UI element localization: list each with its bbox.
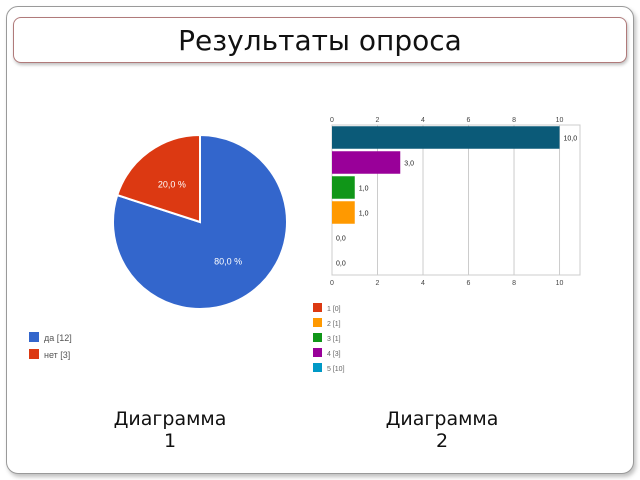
bar-data-label: 1,0 [359,211,369,218]
legend-label: 5 [10] [327,366,345,373]
caption-2-line2: 2 [435,430,449,452]
legend-label: нет [3] [44,350,70,360]
x-tick-label-bottom: 4 [421,280,425,287]
pie-slice-label: 80,0 % [214,257,242,267]
pie-chart: 80,0 % 20,0 % да [12] нет [3] [29,133,288,360]
bar-data-label: 0,0 [336,261,346,268]
bar-data-label: 0,0 [336,236,346,243]
x-tick-label-bottom: 2 [376,280,380,287]
bar-5 [332,126,560,149]
legend-swatch [313,318,322,327]
x-tick-label-bottom: 8 [512,280,516,287]
legend-label: 4 [3] [327,351,341,358]
legend-swatch [29,332,39,342]
bar-data-label: 10,0 [564,136,578,143]
x-tick-label-bottom: 10 [556,280,564,287]
caption-2-line1: Диаграмма [385,408,499,430]
bar-4 [332,151,401,174]
title-box: Результаты опроса [13,17,627,63]
x-tick-label-top: 6 [467,117,471,124]
pie-slice-нет [115,133,201,224]
x-tick-label-top: 0 [330,117,334,124]
bar-data-label: 1,0 [359,186,369,193]
x-tick-label-top: 8 [512,117,516,124]
pie-slice-label: 20,0 % [158,179,186,189]
bar-data-label: 3,0 [404,161,414,168]
slide [6,6,634,474]
x-tick-label-bottom: 0 [330,280,334,287]
caption-chart-1: Диаграмма 1 [100,408,240,452]
bar-2 [332,201,355,224]
legend-label: 2 [1] [327,321,341,328]
x-tick-label-top: 10 [556,117,564,124]
x-tick-label-bottom: 6 [467,280,471,287]
legend-label: 1 [0] [327,306,341,313]
slide-title: Результаты опроса [178,23,462,57]
legend-swatch [313,363,322,372]
legend-label: 3 [1] [327,336,341,343]
bar-3 [332,176,355,199]
caption-chart-2: Диаграмма 2 [372,408,512,452]
legend-swatch [29,349,39,359]
legend-swatch [313,303,322,312]
legend-label: да [12] [44,333,72,343]
bar-chart: 0 0 2 2 4 4 6 6 8 8 10 10 10,0 3,0 1,0 1,0 0,0 0,0 1 [0] 2 … [313,117,581,373]
x-tick-label-top: 2 [376,117,380,124]
legend-swatch [313,348,322,357]
x-tick-label-top: 4 [421,117,425,124]
legend-swatch [313,333,322,342]
caption-1-line1: Диаграмма [113,408,227,430]
caption-1-line2: 1 [163,430,177,452]
